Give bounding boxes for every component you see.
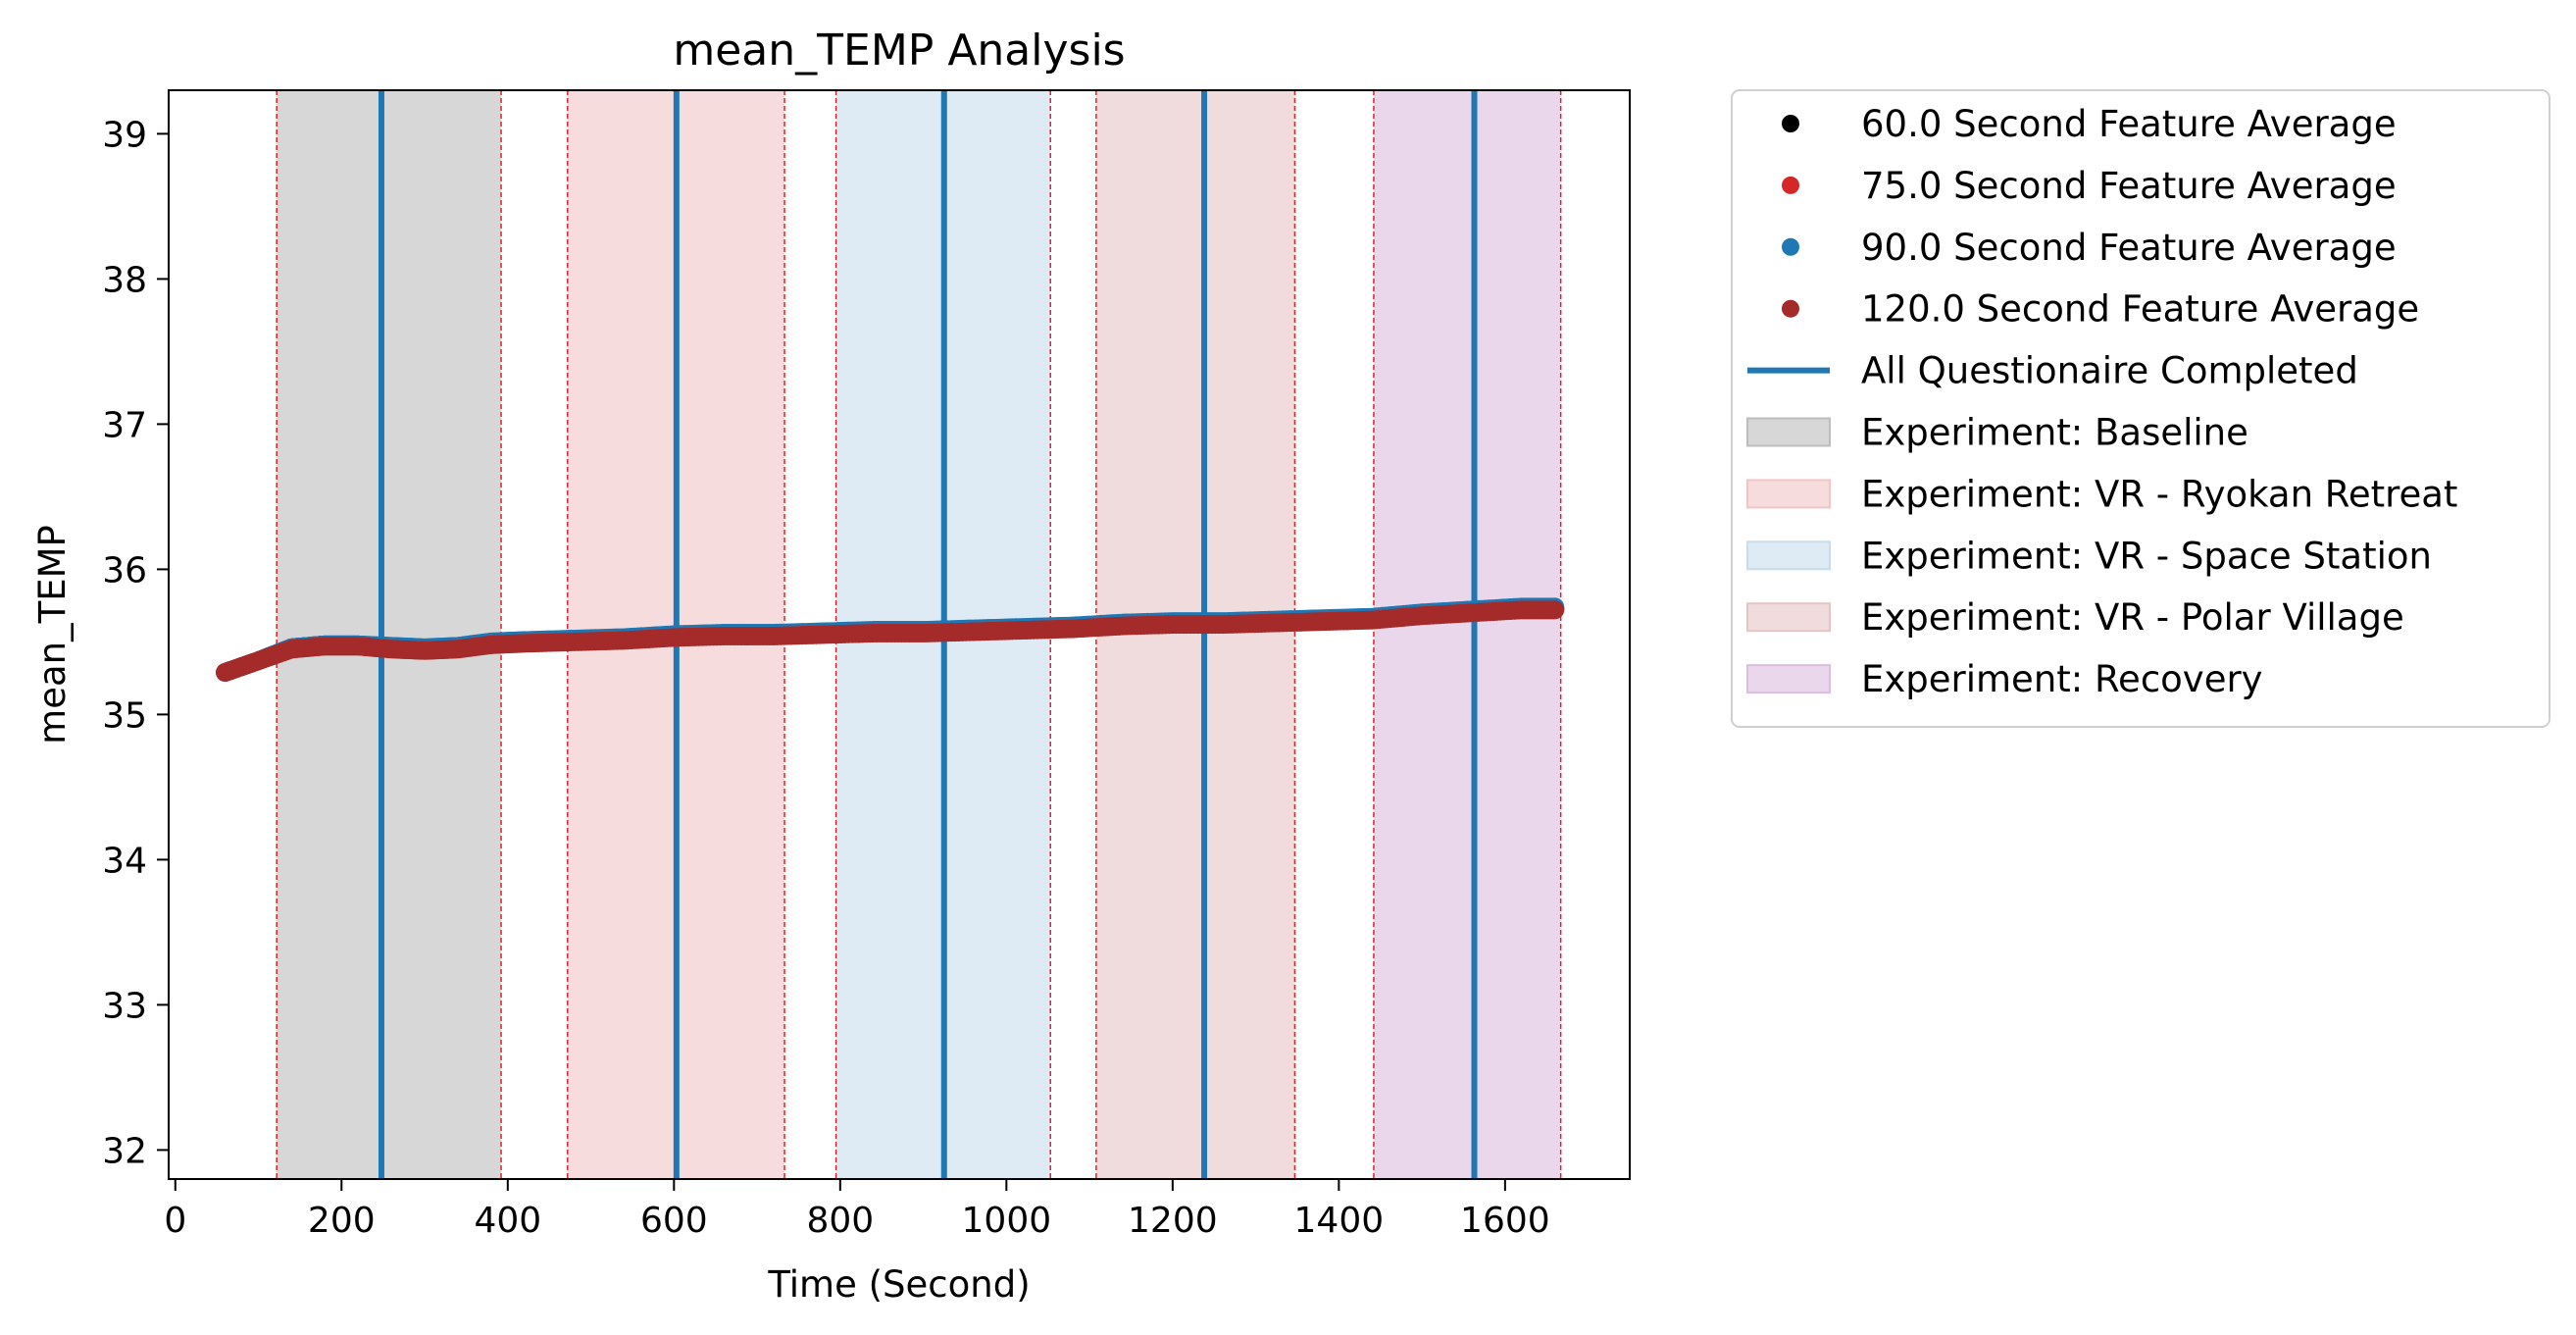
legend-label-phase-4: Experiment: Recovery: [1861, 658, 2263, 700]
x-tick-label-7: 1400: [1294, 1201, 1385, 1241]
phase-band-0: [277, 90, 502, 1179]
y-tick-label-0: 32: [102, 1131, 147, 1171]
x-tick-label-2: 400: [474, 1201, 541, 1241]
series-3: [216, 600, 1565, 682]
phase-band-4: [1373, 90, 1561, 1179]
data-series: [216, 597, 1565, 682]
x-tick-label-0: 0: [164, 1201, 186, 1241]
legend-label-series-2: 90.0 Second Feature Average: [1861, 227, 2397, 269]
legend-marker-series-2: [1782, 237, 1799, 256]
legend-marker-phase-0: [1746, 417, 1831, 447]
x-tick-label-4: 800: [806, 1201, 874, 1241]
legend-label-series-0: 60.0 Second Feature Average: [1861, 103, 2397, 145]
legend-label-series-3: 120.0 Second Feature Average: [1861, 288, 2419, 331]
plot-frame: [168, 89, 1631, 1180]
x-tick-label-6: 1200: [1128, 1201, 1218, 1241]
y-tick-label-2: 34: [102, 841, 147, 881]
y-axis-ticks: 32 33 34 35 36 37 38 39: [102, 115, 169, 1171]
legend-label-phase-1: Experiment: VR - Ryokan Retreat: [1861, 473, 2457, 515]
legend-marker-phase-1: [1746, 479, 1831, 509]
legend-marker-phase-4: [1746, 664, 1831, 694]
y-tick-label-4: 36: [102, 550, 147, 590]
legend-marker-phase-3: [1746, 602, 1831, 633]
x-tick-label-8: 1600: [1460, 1201, 1550, 1241]
x-tick-label-3: 600: [640, 1201, 708, 1241]
y-tick-label-1: 33: [102, 986, 147, 1026]
legend-label-series-1: 75.0 Second Feature Average: [1861, 165, 2397, 207]
x-tick-label-5: 1000: [962, 1201, 1052, 1241]
x-tick-label-1: 200: [308, 1201, 376, 1241]
x-axis-ticks: 0 200 400 600 800 1000 1200 1400 1600: [164, 1179, 1550, 1241]
series-3-point: [1545, 600, 1565, 620]
y-tick-label-7: 39: [102, 115, 147, 155]
legend-label-phase-3: Experiment: VR - Polar Village: [1861, 596, 2404, 639]
legend: 60.0 Second Feature Average 75.0 Second F…: [1731, 89, 2551, 728]
legend-label-phase-0: Experiment: Baseline: [1861, 412, 2248, 454]
chart-title: mean_TEMP Analysis: [673, 26, 1125, 76]
legend-marker-phase-2: [1746, 540, 1831, 571]
y-tick-label-6: 38: [102, 260, 147, 300]
legend-marker-series-0: [1782, 115, 1799, 132]
y-tick-label-5: 37: [102, 405, 147, 445]
legend-label-questionnaire: All Questionaire Completed: [1861, 350, 2358, 392]
legend-marker-series-3: [1782, 299, 1799, 318]
legend-label-phase-2: Experiment: VR - Space Station: [1861, 535, 2432, 577]
legend-marker-series-1: [1782, 176, 1799, 194]
y-axis-label: mean_TEMP: [31, 525, 74, 745]
legend-box: [1731, 89, 2551, 728]
x-axis-label: Time (Second): [767, 1263, 1030, 1306]
y-tick-label-3: 35: [102, 695, 147, 736]
